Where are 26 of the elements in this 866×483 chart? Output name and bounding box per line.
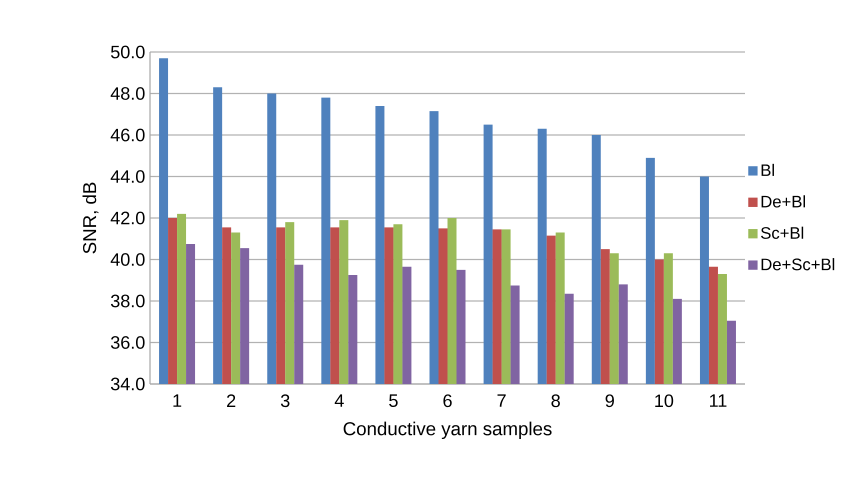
x-axis-title: Conductive yarn samples: [344, 422, 552, 440]
y-tick-label: 42.0: [110, 212, 145, 224]
legend-label: Sc+Bl: [761, 226, 804, 239]
y-tick-label: 40.0: [110, 253, 145, 266]
y-axis-title: SNR, dB: [82, 182, 98, 254]
y-tick-label: 46.0: [110, 128, 145, 142]
x-tick-label: 6: [443, 394, 452, 408]
y-tick-label: 38.0: [110, 294, 145, 308]
x-tick-label: 7: [498, 394, 506, 407]
legend-label: De+Sc+Bl: [762, 258, 834, 270]
y-tick-label: 50.0: [110, 46, 145, 58]
y-tick-label: 44.0: [110, 170, 145, 183]
x-tick-label: 1: [173, 394, 182, 407]
x-tick-label: 9: [606, 394, 614, 408]
legend-label: Bl: [762, 164, 774, 176]
x-tick-label: 8: [551, 394, 560, 408]
x-tick-label: 5: [389, 394, 398, 407]
x-tick-label: 11: [710, 394, 726, 407]
y-tick-label: 34.0: [110, 378, 145, 390]
x-tick-label: 3: [280, 394, 290, 408]
legend-label: De+Bl: [762, 195, 805, 208]
x-tick-label: 2: [227, 394, 236, 407]
x-tick-label: 4: [334, 394, 344, 407]
x-tick-label: 10: [655, 394, 674, 408]
y-tick-label: 36.0: [110, 336, 145, 349]
y-tick-label: 48.0: [110, 87, 145, 100]
